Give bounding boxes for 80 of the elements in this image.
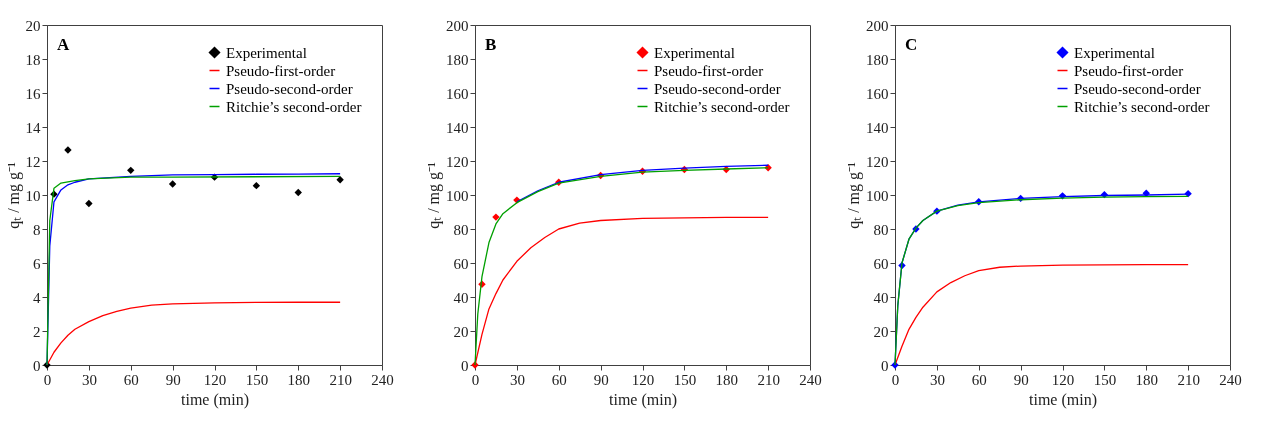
y-tick-label: 18: [25, 51, 41, 68]
x-tick-label: 120: [203, 371, 227, 388]
x-axis-title: time (min): [1029, 390, 1097, 409]
legend-label: Ritchie’s second-order: [1074, 98, 1210, 115]
x-tick-label: 180: [287, 371, 310, 388]
x-tick-label: 90: [593, 371, 609, 388]
x-tick-label: 240: [371, 371, 394, 388]
legend-label: Experimental: [654, 44, 735, 61]
y-tick-label: 60: [873, 255, 889, 272]
x-tick-label: 180: [1135, 371, 1158, 388]
legend-label: Experimental: [1074, 44, 1155, 61]
x-tick-label: 180: [715, 371, 738, 388]
y-tick-label: 180: [446, 51, 469, 68]
y-axis-title: qₜ / mg g⁻¹: [425, 161, 443, 229]
x-tick-label: 150: [245, 371, 269, 388]
y-tick-label: 12: [25, 153, 41, 170]
legend-label: Pseudo-first-order: [226, 62, 336, 79]
y-tick-label: 40: [453, 289, 469, 306]
y-tick-label: 160: [866, 85, 889, 102]
y-tick-label: 0: [881, 357, 889, 374]
y-tick-label: 200: [866, 17, 889, 34]
y-axis-title: qₜ / mg g⁻¹: [4, 161, 23, 229]
x-tick-label: 90: [165, 371, 181, 388]
x-axis-title: time (min): [181, 390, 249, 409]
x-tick-label: 30: [509, 371, 525, 388]
y-tick-label: 16: [25, 85, 41, 102]
x-tick-label: 30: [81, 371, 97, 388]
y-tick-label: 4: [33, 289, 41, 306]
x-tick-label: 60: [551, 371, 567, 388]
legend-label: Pseudo-second-order: [226, 80, 353, 97]
x-tick-label: 90: [1013, 371, 1029, 388]
annotation: C: [905, 35, 918, 54]
legend-label: Ritchie’s second-order: [226, 98, 362, 115]
y-axis-title: qₜ / mg g⁻¹: [845, 161, 863, 229]
legend-label: Experimental: [226, 44, 307, 61]
y-tick-label: 20: [25, 17, 41, 34]
legend-label: Pseudo-first-order: [1074, 62, 1184, 79]
y-tick-label: 0: [33, 357, 41, 374]
y-tick-label: 40: [873, 289, 889, 306]
y-tick-label: 80: [873, 221, 889, 238]
annotation: B: [485, 35, 497, 54]
x-tick-label: 120: [1051, 371, 1075, 388]
y-tick-label: 20: [453, 323, 469, 340]
x-tick-label: 60: [123, 371, 139, 388]
x-tick-label: 240: [1219, 371, 1242, 388]
x-tick-label: 150: [1093, 371, 1117, 388]
x-tick-label: 210: [329, 371, 352, 388]
legend-label: Pseudo-second-order: [654, 80, 781, 97]
x-axis-title: time (min): [609, 390, 677, 409]
x-tick-label: 0: [891, 371, 900, 388]
x-tick-label: 0: [471, 371, 480, 388]
y-tick-label: 0: [461, 357, 469, 374]
x-tick-label: 60: [971, 371, 987, 388]
y-tick-label: 10: [25, 187, 41, 204]
y-tick-label: 8: [33, 221, 41, 238]
annotation: A: [57, 35, 70, 54]
y-tick-label: 6: [33, 255, 41, 272]
legend-label: Ritchie’s second-order: [654, 98, 790, 115]
y-tick-label: 160: [446, 85, 469, 102]
y-tick-label: 180: [866, 51, 889, 68]
y-tick-label: 100: [446, 187, 469, 204]
y-tick-label: 2: [33, 323, 41, 340]
y-tick-label: 200: [446, 17, 469, 34]
y-tick-label: 20: [873, 323, 889, 340]
y-tick-label: 140: [866, 119, 889, 136]
y-tick-label: 14: [25, 119, 41, 136]
y-tick-label: 120: [446, 153, 469, 170]
x-tick-label: 120: [631, 371, 655, 388]
y-tick-label: 60: [453, 255, 469, 272]
x-tick-label: 210: [757, 371, 780, 388]
y-tick-label: 100: [866, 187, 889, 204]
y-tick-label: 80: [453, 221, 469, 238]
legend-label: Pseudo-first-order: [654, 62, 764, 79]
x-tick-label: 150: [673, 371, 697, 388]
x-tick-label: 210: [1177, 371, 1200, 388]
y-tick-label: 120: [866, 153, 889, 170]
x-tick-label: 30: [929, 371, 945, 388]
y-tick-label: 140: [446, 119, 469, 136]
legend-label: Pseudo-second-order: [1074, 80, 1201, 97]
x-tick-label: 240: [799, 371, 822, 388]
